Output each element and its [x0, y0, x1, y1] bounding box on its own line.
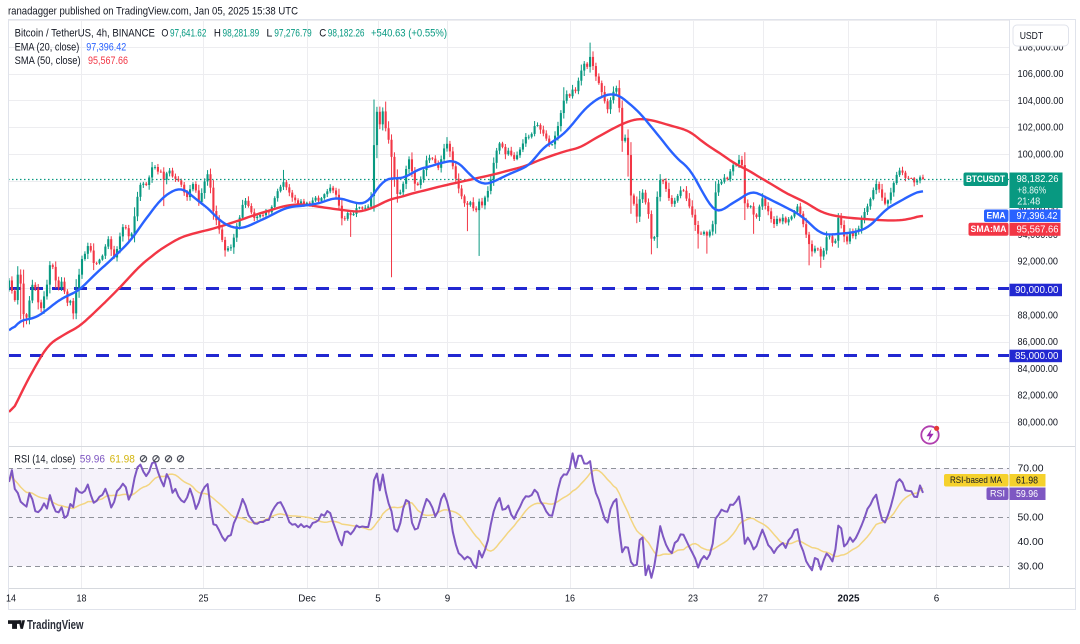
svg-text:95,567.66: 95,567.66 [1017, 224, 1059, 236]
svg-text:H: H [214, 28, 221, 40]
svg-text:L: L [266, 28, 272, 40]
svg-text:Bitcoin / TetherUS, 4h, BINANC: Bitcoin / TetherUS, 4h, BINANCE [15, 28, 155, 40]
svg-text:86,000.00: 86,000.00 [1018, 336, 1059, 348]
svg-text:98,281.89: 98,281.89 [223, 28, 260, 40]
svg-text:92,000.00: 92,000.00 [1018, 256, 1059, 268]
svg-text:EMA: EMA [987, 211, 1006, 222]
svg-text:C: C [319, 28, 326, 40]
svg-text:50.00: 50.00 [1018, 511, 1044, 523]
svg-text:BTCUSDT: BTCUSDT [966, 174, 1005, 185]
svg-text:2025: 2025 [838, 593, 860, 605]
svg-text:102,000.00: 102,000.00 [1018, 122, 1064, 134]
svg-text:84,000.00: 84,000.00 [1018, 363, 1059, 375]
svg-text:59.96: 59.96 [80, 454, 105, 466]
svg-text:100,000.00: 100,000.00 [1018, 149, 1064, 161]
svg-text:TradingView: TradingView [27, 618, 84, 632]
svg-text:23: 23 [688, 593, 698, 605]
svg-text:97,396.42: 97,396.42 [86, 42, 126, 54]
svg-text:SMA:MA: SMA:MA [971, 224, 1007, 235]
svg-text:6: 6 [934, 593, 940, 605]
svg-text:SMA (50, close): SMA (50, close) [15, 55, 81, 67]
svg-text:106,000.00: 106,000.00 [1018, 68, 1064, 80]
svg-text:25: 25 [199, 593, 209, 605]
svg-text:97,641.62: 97,641.62 [170, 28, 206, 40]
svg-text:+8.86%: +8.86% [1017, 185, 1046, 197]
svg-text:5: 5 [375, 593, 381, 605]
svg-text:70.00: 70.00 [1018, 462, 1044, 474]
svg-text:40.00: 40.00 [1018, 536, 1044, 548]
svg-text:97,276.79: 97,276.79 [274, 28, 312, 40]
svg-text:14: 14 [6, 593, 16, 605]
svg-text:RSI (14, close): RSI (14, close) [14, 454, 75, 466]
svg-text:85,000.00: 85,000.00 [1015, 350, 1059, 362]
svg-text:21:48: 21:48 [1017, 196, 1040, 208]
svg-text:98,182.26: 98,182.26 [328, 28, 365, 40]
svg-text:+540.63 (+0.55%): +540.63 (+0.55%) [371, 28, 447, 40]
svg-text:30.00: 30.00 [1018, 560, 1044, 572]
svg-text:Dec: Dec [298, 593, 316, 605]
svg-text:80,000.00: 80,000.00 [1018, 417, 1059, 429]
svg-text:90,000.00: 90,000.00 [1015, 284, 1059, 296]
svg-text:61.98: 61.98 [110, 454, 135, 466]
svg-text:O: O [161, 28, 168, 40]
svg-text:EMA (20, close): EMA (20, close) [15, 42, 80, 54]
svg-text:82,000.00: 82,000.00 [1018, 390, 1059, 402]
svg-text:18: 18 [77, 593, 87, 605]
svg-text:RSI-based MA: RSI-based MA [950, 475, 1003, 486]
svg-text:RSI: RSI [990, 488, 1005, 499]
svg-text:98,182.26: 98,182.26 [1017, 173, 1059, 185]
svg-text:95,567.66: 95,567.66 [88, 55, 128, 67]
svg-text:59.96: 59.96 [1016, 488, 1038, 500]
svg-text:USDT: USDT [1020, 30, 1044, 42]
svg-text:97,396.42: 97,396.42 [1017, 210, 1058, 222]
svg-text:9: 9 [445, 593, 451, 605]
svg-text:104,000.00: 104,000.00 [1018, 95, 1064, 107]
svg-text:61.98: 61.98 [1016, 474, 1038, 486]
svg-text:27: 27 [758, 593, 768, 605]
svg-text:ranadagger published on Tradin: ranadagger published on TradingView.com,… [8, 6, 298, 18]
svg-text:88,000.00: 88,000.00 [1018, 309, 1059, 321]
svg-text:16: 16 [565, 593, 575, 605]
